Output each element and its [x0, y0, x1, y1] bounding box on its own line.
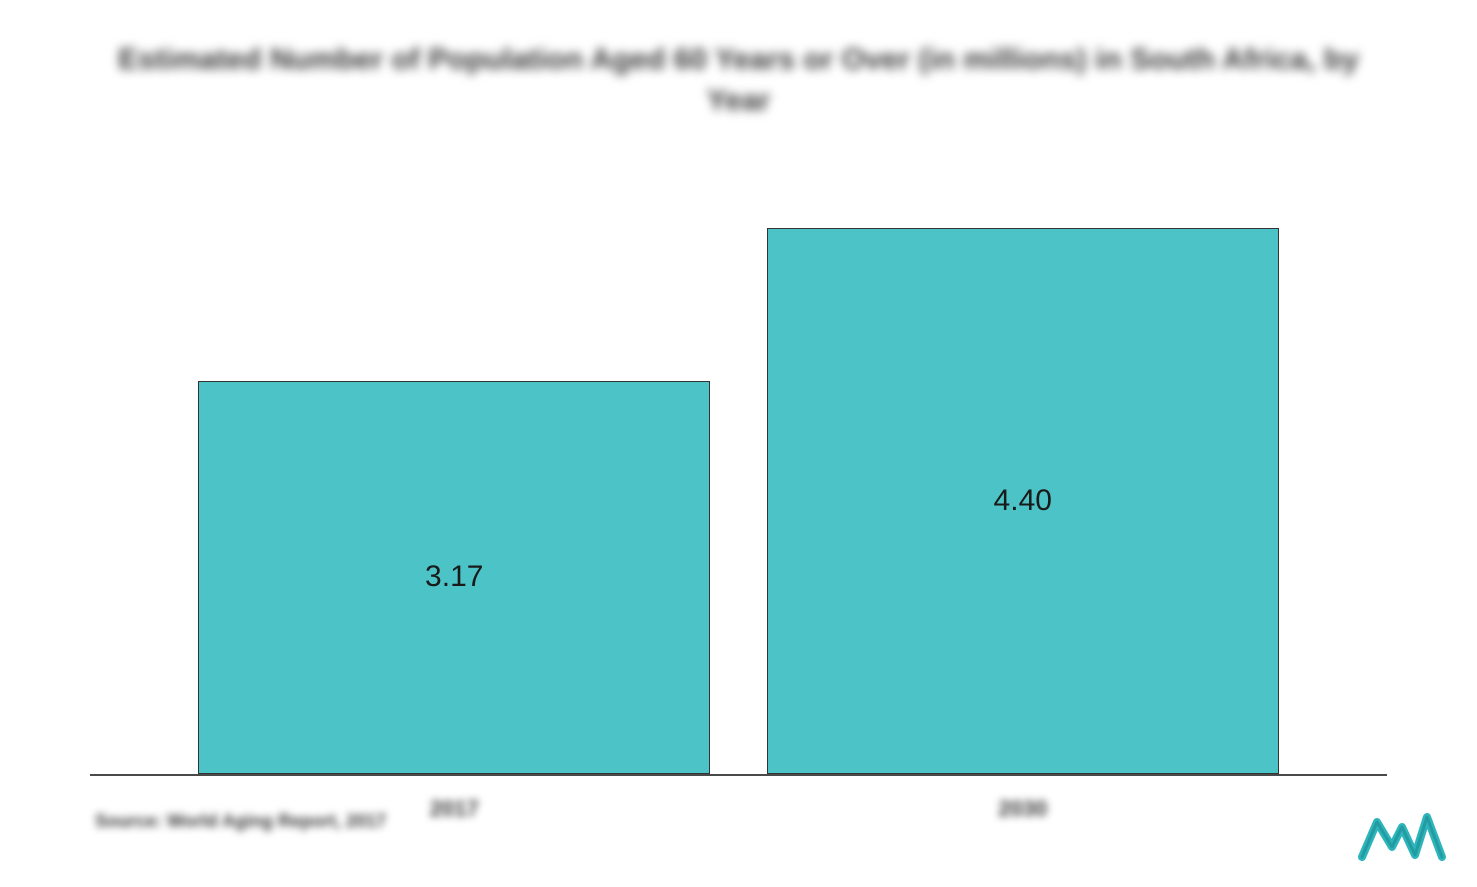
bar-value-1: 4.40 — [994, 484, 1052, 518]
bar-wrapper-0: 3.17 — [198, 381, 710, 774]
source-citation: Source: World Aging Report, 2017 — [95, 811, 386, 832]
mordor-logo-icon — [1357, 807, 1447, 862]
bar-0: 3.17 — [198, 381, 710, 774]
bar-1: 4.40 — [767, 228, 1279, 774]
chart-container: Estimated Number of Population Aged 60 Y… — [0, 0, 1477, 887]
chart-plot-area: 3.17 4.40 — [90, 156, 1387, 776]
x-label-1: 2030 — [767, 796, 1279, 822]
bar-value-0: 3.17 — [425, 560, 483, 594]
chart-title: Estimated Number of Population Aged 60 Y… — [90, 40, 1387, 121]
bar-wrapper-1: 4.40 — [767, 228, 1279, 774]
